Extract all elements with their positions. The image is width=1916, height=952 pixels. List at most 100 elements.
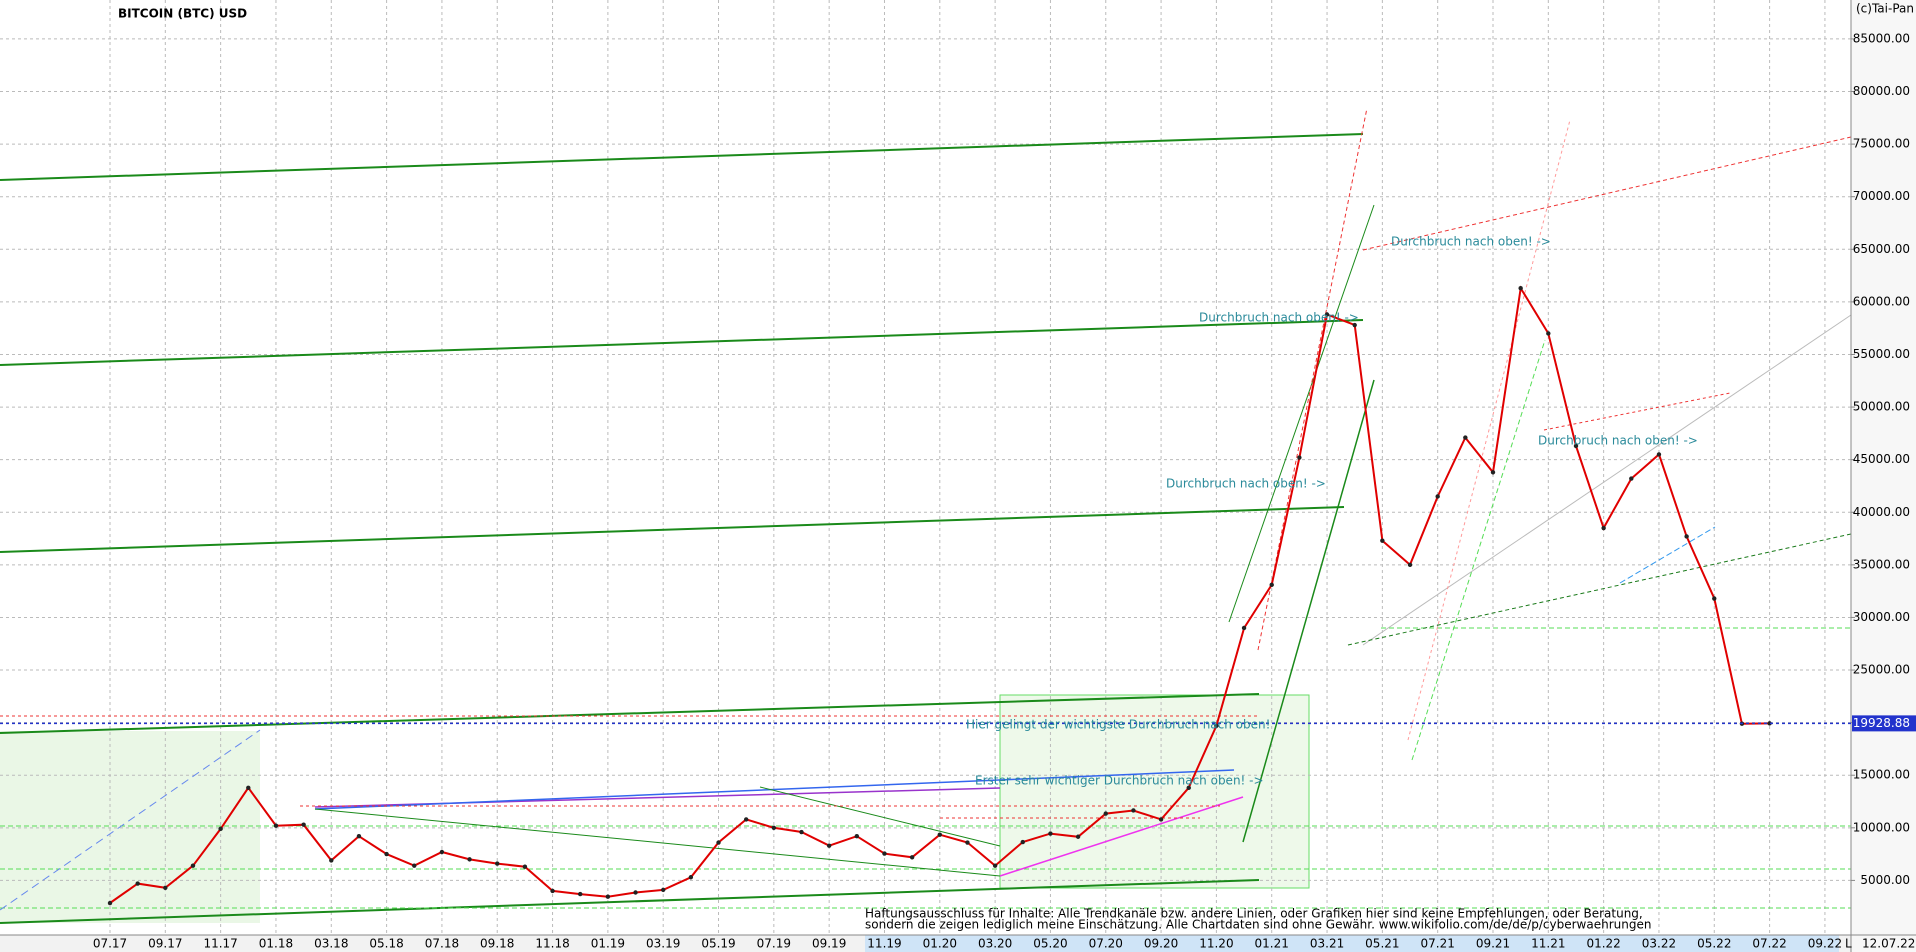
x-tick-label: 09.19: [812, 937, 846, 951]
price-point: [1601, 525, 1606, 531]
annotation: Durchbruch nach oben! ->: [1166, 477, 1326, 491]
trend-line: [1543, 392, 1731, 431]
price-point: [301, 822, 306, 827]
price-point: [1546, 331, 1551, 336]
x-tick-label: 11.17: [203, 937, 237, 951]
y-tick-label: 45000.00: [1853, 452, 1910, 466]
x-tick-label: 03.18: [314, 937, 348, 951]
y-tick-label: 30000.00: [1853, 610, 1910, 624]
y-tick-label: 15000.00: [1853, 768, 1910, 782]
annotation: Durchbruch nach oben! ->: [1391, 235, 1551, 249]
footer-flag: L: [1845, 937, 1852, 951]
price-point: [743, 817, 749, 822]
trend-line: [1362, 314, 1852, 646]
annotation: Hier gelingt der wichtigste Durchbruch n…: [966, 718, 1270, 732]
y-tick-label: 50000.00: [1853, 400, 1910, 414]
price-point: [605, 894, 611, 899]
price-point: [771, 825, 777, 831]
price-point: [1573, 443, 1579, 449]
y-tick-label: 65000.00: [1853, 242, 1910, 256]
price-point: [1712, 596, 1717, 601]
price-point: [1407, 562, 1413, 568]
price-point: [1131, 808, 1136, 813]
x-tick-label: 03.22: [1642, 937, 1676, 951]
x-tick-label: 05.20: [1033, 937, 1067, 951]
price-point: [1075, 834, 1081, 839]
price-point: [439, 849, 445, 855]
price-point: [135, 881, 140, 886]
trend-line: [0, 319, 1364, 366]
price-point: [467, 857, 472, 862]
x-tick-label: 09.17: [148, 937, 182, 951]
price-point: [826, 843, 832, 848]
x-tick-label: 01.18: [259, 937, 293, 951]
annotation: Durchbruch nach oben! ->: [1538, 434, 1698, 448]
x-tick-label: 01.19: [591, 937, 625, 951]
x-tick-label: 11.19: [867, 937, 901, 951]
trend-line: [1228, 204, 1375, 623]
y-tick-label: 5000.00: [1860, 873, 1910, 887]
last-price-label: 19928.88: [1853, 716, 1910, 730]
price-point: [356, 834, 362, 839]
price-point: [1297, 455, 1302, 460]
y-tick-label: 75000.00: [1853, 137, 1910, 151]
trend-line: [0, 879, 1260, 924]
trend-line: [0, 729, 261, 911]
trend-line: [1407, 119, 1571, 741]
annotation: Durchbruch nach oben! ->: [1199, 311, 1359, 325]
price-point: [1269, 582, 1274, 588]
trend-line: [314, 808, 1001, 877]
y-tick-label: 80000.00: [1853, 84, 1910, 98]
x-tick-label: 07.17: [93, 937, 127, 951]
y-tick-label: 85000.00: [1853, 31, 1910, 45]
price-point: [799, 829, 804, 835]
price-point: [909, 855, 915, 860]
price-point: [1048, 831, 1053, 836]
x-tick-label: 07.20: [1089, 937, 1123, 951]
x-tick-label: 11.18: [535, 937, 569, 951]
price-point: [1352, 322, 1357, 328]
source: (c)Tai-Pan: [1856, 2, 1914, 16]
x-tick-label: 01.20: [923, 937, 957, 951]
price-point: [633, 890, 638, 895]
price-point: [688, 875, 694, 880]
x-tick-label: 07.21: [1421, 937, 1455, 951]
trend-line: [999, 796, 1244, 877]
x-tick-label: 09.20: [1144, 937, 1178, 951]
price-point: [163, 885, 168, 890]
chart-title: BITCOIN (BTC) USD: [118, 7, 247, 21]
y-tick-label: 10000.00: [1853, 820, 1910, 834]
x-tick-label: 07.18: [425, 937, 459, 951]
x-tick-label: 05.22: [1697, 937, 1731, 951]
x-tick-label: 05.21: [1365, 937, 1399, 951]
y-tick-label: 40000.00: [1853, 505, 1910, 519]
price-point: [218, 826, 223, 832]
price-point: [1324, 312, 1330, 317]
x-tick-label: 07.19: [757, 937, 791, 951]
y-tick-label: 35000.00: [1853, 557, 1910, 571]
price-point: [1020, 839, 1025, 845]
price-point: [412, 863, 417, 868]
trend-line: [0, 693, 1260, 734]
footer-date: 12.07.22: [1862, 937, 1915, 951]
price-point: [661, 887, 666, 893]
price-point: [1463, 435, 1468, 440]
trend-line: [1619, 526, 1716, 584]
price-point: [716, 840, 721, 845]
price-point: [992, 863, 998, 868]
price-point: [1241, 625, 1247, 631]
trend-line: [0, 133, 1364, 181]
price-point: [107, 900, 113, 906]
price-point: [854, 834, 860, 839]
x-tick-label: 05.19: [701, 937, 735, 951]
trend-line: [1242, 379, 1375, 843]
trend-line: [0, 506, 1345, 553]
price-point: [550, 888, 555, 894]
x-tick-label: 09.22: [1808, 937, 1842, 951]
y-axis-panel: [1851, 0, 1916, 952]
price-point: [1684, 534, 1689, 539]
price-point: [1380, 538, 1385, 543]
price-point: [384, 851, 389, 857]
last-price-box: [1852, 715, 1916, 732]
